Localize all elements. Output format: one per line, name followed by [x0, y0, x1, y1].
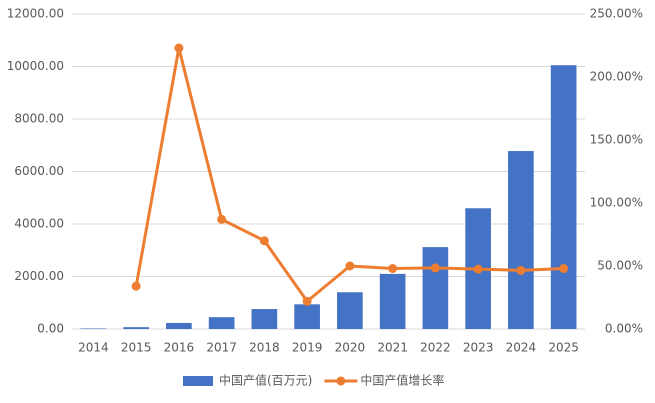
y-tick-label: 4000.00 — [14, 217, 64, 231]
bar — [379, 273, 406, 329]
line-marker — [559, 264, 569, 274]
x-tick-label: 2018 — [249, 341, 280, 355]
x-tick-label: 2021 — [377, 341, 408, 355]
line-marker — [302, 296, 312, 306]
y-tick-label: 0.00 — [37, 322, 64, 336]
x-tick-label: 2023 — [463, 341, 494, 355]
bar — [337, 292, 363, 329]
bar — [508, 151, 534, 329]
y2-tick-label: 50.00% — [597, 259, 643, 273]
line-marker — [345, 261, 355, 271]
y-tick-label: 2000.00 — [14, 269, 64, 283]
bar — [208, 317, 235, 329]
y-tick-label: 10000.00 — [7, 59, 64, 73]
line-marker — [131, 281, 141, 291]
x-tick-label: 2014 — [78, 341, 109, 355]
legend-swatch — [183, 376, 213, 386]
y2-tick-label: 0.00% — [605, 322, 643, 336]
y-tick-label: 12000.00 — [7, 7, 64, 21]
x-tick-label: 2022 — [420, 341, 451, 355]
legend-label: 中国产值(百万元) — [219, 373, 312, 388]
bar — [422, 247, 449, 329]
x-tick-label: 2015 — [121, 341, 152, 355]
y-tick-label: 8000.00 — [14, 112, 64, 126]
x-tick-label: 2016 — [164, 341, 195, 355]
y2-tick-label: 250.00% — [590, 7, 643, 21]
x-tick-label: 2020 — [335, 341, 366, 355]
y2-tick-label: 100.00% — [590, 196, 643, 210]
bar — [251, 309, 278, 329]
line-marker — [516, 265, 526, 275]
y2-tick-label: 200.00% — [590, 70, 643, 84]
line-marker — [388, 264, 398, 274]
line-marker — [259, 236, 269, 246]
x-tick-label: 2025 — [548, 341, 579, 355]
legend-label: 中国产值增长率 — [360, 373, 444, 388]
bar — [550, 65, 577, 329]
x-tick-label: 2024 — [506, 341, 537, 355]
y2-tick-label: 150.00% — [590, 133, 643, 147]
line-marker — [473, 264, 483, 274]
bar — [80, 328, 107, 329]
bar — [294, 304, 320, 329]
bar — [166, 322, 192, 329]
line-marker — [217, 214, 227, 224]
line-marker — [174, 43, 184, 53]
x-tick-label: 2017 — [206, 341, 237, 355]
line-marker — [430, 263, 440, 273]
legend-swatch-marker — [336, 376, 346, 386]
bar — [123, 327, 149, 329]
x-tick-label: 2019 — [292, 341, 323, 355]
y-tick-label: 6000.00 — [14, 164, 64, 178]
